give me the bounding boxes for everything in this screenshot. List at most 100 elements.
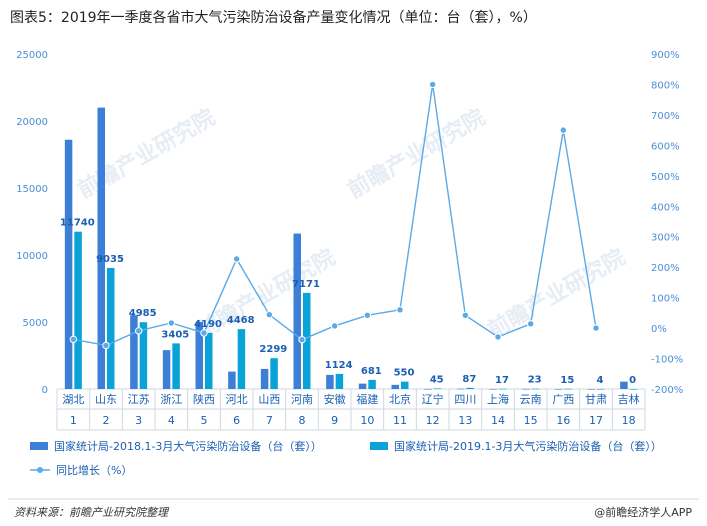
bar-2018: [489, 388, 497, 390]
category-label: 云南: [520, 393, 542, 406]
growth-point: [102, 341, 110, 350]
category-label: 湖北: [62, 393, 84, 406]
watermark-text: 前瞻产业研究院: [483, 244, 629, 344]
bar-2018: [162, 350, 171, 389]
category-label: 上海: [487, 392, 509, 406]
bar-2018: [326, 374, 334, 389]
category-index: 12: [426, 414, 440, 427]
legend: 国家统计局-2018.1-3月大气污染防治设备（台（套）） 国家统计局-2019.…: [30, 439, 662, 477]
brand-credit: @前瞻经济学人APP: [594, 505, 692, 519]
bar-value-label: 4190: [194, 319, 222, 330]
bar-value-label: 11740: [60, 218, 95, 229]
growth-point: [330, 322, 339, 330]
bar-value-label: 681: [361, 366, 382, 377]
bar-2019: [205, 332, 213, 389]
bar-2019: [629, 389, 638, 390]
data-labels: 11740 9035 4985 3405 4190 4468 2299 7171 1124 681…: [60, 218, 636, 386]
category-label: 吉林: [618, 392, 640, 406]
category-label: 山西: [258, 393, 280, 406]
bar-value-label: 17: [495, 375, 509, 386]
bar-2019: [564, 388, 572, 390]
growth-point: [134, 327, 143, 335]
y2-tick-label: 0%: [651, 324, 667, 335]
bar-2019: [531, 388, 540, 390]
bar-value-label: 4: [597, 375, 604, 386]
category-index: 5: [201, 414, 208, 427]
bar-value-label: 4468: [227, 315, 255, 326]
bar-2018: [391, 384, 399, 389]
bar-2018: [456, 388, 465, 390]
bar-2019: [74, 231, 82, 389]
bar-2019: [139, 322, 148, 389]
legend-marker-growth: [37, 467, 43, 473]
bar-2018: [97, 107, 105, 389]
bar-value-label: 0: [629, 375, 636, 386]
category-index: 9: [331, 414, 338, 427]
y-tick-label: 15000: [16, 184, 48, 195]
legend-swatch-2019: [370, 442, 388, 450]
category-label: 河南: [291, 393, 313, 406]
category-index: 8: [299, 414, 306, 427]
growth-point: [69, 335, 78, 344]
category-label: 四川: [454, 393, 476, 406]
chart-title: 图表5：2019年一季度各省市大气污染防治设备产量变化情况（单位：台（套），%）: [10, 9, 537, 26]
category-label: 山东: [95, 393, 117, 406]
category-index: 17: [589, 414, 603, 427]
category-index: 13: [458, 414, 472, 427]
growth-point: [396, 306, 404, 314]
bar-2019: [466, 387, 474, 389]
category-index: 10: [360, 414, 374, 427]
growth-point: [265, 310, 274, 319]
bar-2018: [228, 371, 236, 389]
category-label: 甘肃: [585, 393, 607, 406]
category-index: 2: [103, 414, 110, 427]
bar-2018: [554, 388, 563, 390]
bar-value-label: 1124: [325, 360, 353, 371]
bar-value-label: 550: [394, 368, 415, 379]
bars: [64, 107, 638, 390]
y-tick-label: 20000: [16, 117, 48, 128]
growth-point: [461, 311, 470, 319]
bar-2019: [499, 388, 507, 390]
watermark-text: 前瞻产业研究院: [73, 104, 219, 204]
growth-point: [526, 320, 535, 328]
growth-point: [428, 80, 437, 89]
category-index: 7: [266, 414, 273, 427]
category-label: 北京: [389, 392, 411, 406]
y-tick-label: 0: [42, 385, 48, 396]
category-label: 浙江: [160, 393, 182, 406]
y2-tick-label: 900%: [651, 50, 680, 61]
category-label: 陕西: [193, 392, 215, 406]
y-tick-label: 10000: [16, 251, 48, 262]
category-index: 18: [622, 414, 636, 427]
growth-point: [167, 319, 176, 327]
y-tick-label: 5000: [23, 318, 48, 329]
bar-2018: [358, 383, 367, 389]
y2-tick-label: 500%: [651, 172, 680, 183]
bar-2019: [368, 379, 376, 389]
bar-value-label: 23: [528, 375, 542, 386]
bar-2019: [107, 267, 115, 389]
growth-point: [232, 255, 241, 263]
bar-2019: [401, 381, 409, 389]
category-index: 14: [491, 414, 505, 427]
bar-value-label: 9035: [96, 254, 124, 265]
category-index: 11: [393, 414, 407, 427]
category-index: 6: [233, 414, 240, 427]
bar-2018: [293, 233, 301, 389]
bar-2018: [620, 381, 628, 389]
y2-tick-label: 300%: [651, 233, 680, 244]
y2-tick-label: 200%: [651, 263, 680, 274]
bar-value-label: 15: [560, 375, 574, 386]
bar-2019: [335, 373, 344, 389]
bar-2019: [597, 388, 605, 390]
bar-2018: [522, 388, 530, 390]
bar-2019: [270, 358, 278, 389]
y-axis-right: -200% -100% 0% 100% 200% 300% 400% 500% 600% 700%…: [651, 50, 683, 396]
growth-point: [200, 329, 208, 337]
category-label: 辽宁: [422, 392, 444, 406]
bar-2018: [195, 322, 203, 389]
legend-label-2019: 国家统计局-2019.1-3月大气污染防治设备（台（套））: [394, 439, 662, 453]
